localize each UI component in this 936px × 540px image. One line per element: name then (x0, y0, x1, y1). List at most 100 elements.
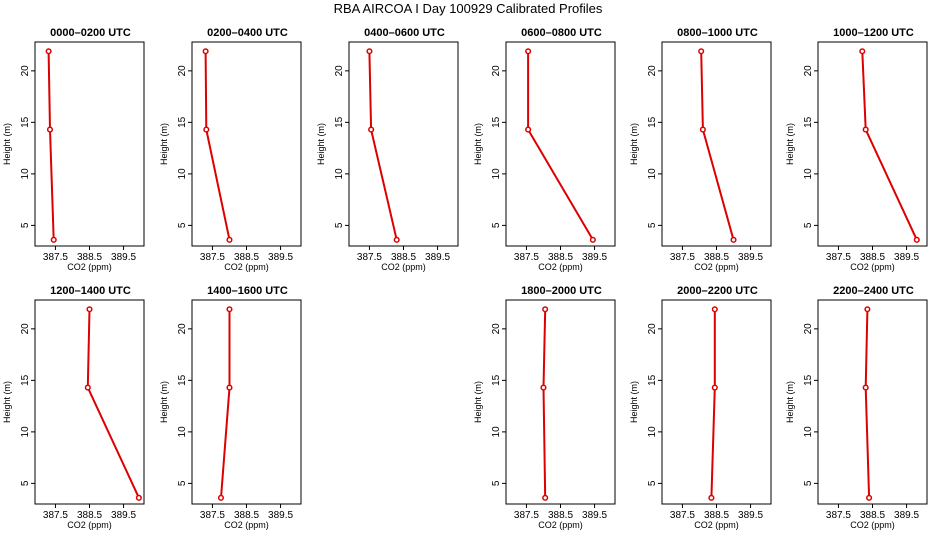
x-axis-label: CO2 (ppm) (850, 262, 895, 272)
x-tick-label: 387.5 (670, 510, 695, 521)
x-tick-label: 388.5 (860, 252, 885, 263)
y-axis-label: Height (m) (629, 123, 639, 165)
panel-title: 1400–1600 UTC (207, 285, 288, 297)
panel-title: 1000–1200 UTC (833, 27, 914, 39)
y-tick-label: 10 (803, 426, 814, 438)
data-point (226, 236, 233, 243)
y-tick-label: 15 (803, 374, 814, 386)
data-point (84, 384, 91, 391)
panel-5: 1000–1200 UTC 387.5 388.5 389.5 5 10 15 20 CO2 (… (785, 27, 928, 272)
data-point (135, 494, 142, 501)
y-tick-label: 5 (647, 480, 658, 486)
profile-line (86, 309, 140, 499)
y-tick-label: 15 (334, 116, 345, 128)
data-point (50, 236, 57, 243)
x-tick-label: 388.5 (860, 510, 885, 521)
x-tick-label: 389.5 (894, 510, 919, 521)
x-tick-label: 388.5 (548, 510, 573, 521)
y-tick-label: 10 (491, 426, 502, 438)
y-tick-label: 15 (647, 374, 658, 386)
x-axis-label: CO2 (ppm) (224, 262, 269, 272)
panel-title: 2200–2400 UTC (833, 285, 914, 297)
panel-title: 1800–2000 UTC (521, 285, 602, 297)
x-tick-label: 387.5 (357, 252, 382, 263)
profile-line (47, 51, 55, 240)
x-tick-label: 389.5 (738, 510, 763, 521)
y-tick-label: 20 (491, 323, 502, 335)
x-axis-label: CO2 (ppm) (538, 262, 583, 272)
panel-title: 0600–0800 UTC (521, 27, 602, 39)
y-tick-label: 15 (491, 116, 502, 128)
data-point (711, 384, 718, 391)
x-tick-label: 387.5 (514, 252, 539, 263)
x-tick-label: 388.5 (391, 252, 416, 263)
panel-10: 2000–2200 UTC 387.5 388.5 389.5 5 10 15 20 CO2 (… (629, 285, 772, 530)
y-tick-label: 20 (491, 65, 502, 77)
y-tick-label: 5 (491, 480, 502, 486)
panel-7: 1400–1600 UTC 387.5 388.5 389.5 5 10 15 20 CO2 (… (159, 285, 302, 530)
panel-title: 0400–0600 UTC (364, 27, 445, 39)
x-tick-label: 389.5 (268, 510, 293, 521)
x-tick-label: 388.5 (234, 510, 259, 521)
x-tick-label: 389.5 (738, 252, 763, 263)
x-tick-label: 387.5 (43, 252, 68, 263)
data-point (217, 494, 225, 501)
y-tick-label: 10 (177, 168, 188, 180)
y-tick-label: 15 (20, 116, 31, 128)
y-tick-label: 15 (177, 374, 188, 386)
panel-title: 2000–2200 UTC (677, 285, 758, 297)
data-point (542, 494, 549, 501)
y-tick-label: 20 (20, 65, 31, 77)
y-axis-label: Height (m) (473, 123, 483, 165)
x-tick-label: 389.5 (425, 252, 450, 263)
data-point (46, 126, 54, 133)
profile-line (220, 309, 231, 498)
y-tick-label: 20 (803, 65, 814, 77)
plot-frame (661, 299, 772, 505)
x-tick-label: 387.5 (826, 252, 851, 263)
y-axis-label: Height (m) (785, 123, 795, 165)
y-tick-label: 5 (491, 222, 502, 228)
profile-line (864, 309, 871, 498)
y-tick-label: 20 (803, 323, 814, 335)
data-point (864, 306, 871, 313)
y-tick-label: 5 (803, 222, 814, 228)
data-point (866, 494, 873, 501)
data-point (711, 306, 718, 313)
y-axis-label: Height (m) (159, 381, 169, 423)
data-point (203, 126, 210, 133)
data-point (45, 48, 52, 55)
y-axis-label: Height (m) (316, 123, 326, 165)
panel-title: 0200–0400 UTC (207, 27, 288, 39)
y-tick-label: 5 (803, 480, 814, 486)
y-tick-label: 20 (647, 65, 658, 77)
y-tick-label: 10 (177, 426, 188, 438)
y-axis-label: Height (m) (785, 381, 795, 423)
panels-group: 0000–0200 UTC 387.5 388.5 389.5 5 10 15 20 CO2 (… (2, 27, 928, 530)
y-tick-label: 5 (20, 480, 31, 486)
plot-frame (348, 41, 459, 247)
y-tick-label: 20 (647, 323, 658, 335)
y-tick-label: 15 (803, 116, 814, 128)
y-tick-label: 15 (647, 116, 658, 128)
y-tick-label: 5 (177, 222, 188, 228)
panel-0: 0000–0200 UTC 387.5 388.5 389.5 5 10 15 20 CO2 (… (2, 27, 145, 272)
profile-line (700, 51, 735, 241)
profile-line (710, 309, 716, 498)
panel-title: 0000–0200 UTC (50, 27, 131, 39)
plot-frame (505, 299, 616, 505)
plot-frame (191, 299, 302, 505)
data-point (226, 384, 233, 391)
data-point (708, 494, 715, 501)
data-point (86, 306, 93, 313)
data-point (393, 236, 400, 243)
x-axis-label: CO2 (ppm) (67, 262, 112, 272)
y-axis-label: Height (m) (159, 123, 169, 165)
x-tick-label: 388.5 (704, 510, 729, 521)
y-tick-label: 20 (20, 323, 31, 335)
x-tick-label: 389.5 (582, 252, 607, 263)
plot-frame (505, 41, 616, 247)
y-tick-label: 15 (177, 116, 188, 128)
x-axis-label: CO2 (ppm) (694, 262, 739, 272)
